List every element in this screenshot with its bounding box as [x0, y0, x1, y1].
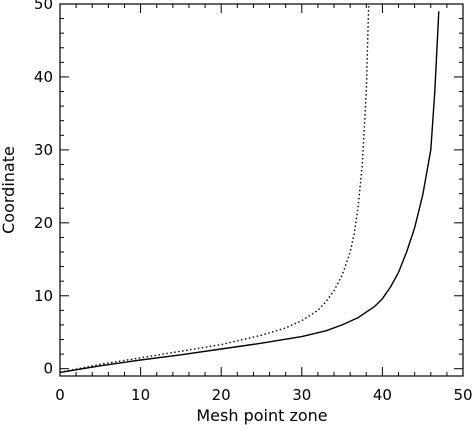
x-tick-label: 40 [373, 386, 392, 404]
axis-tick-labels: 0 10 20 30 40 50 0 10 20 30 40 50 [34, 0, 473, 404]
y-tick-label: 0 [43, 360, 53, 378]
y-tick-label: 40 [34, 68, 53, 86]
y-tick-label: 10 [34, 287, 53, 305]
y-tick-label: 20 [34, 214, 53, 232]
series-lines [59, 3, 440, 374]
x-tick-label: 10 [131, 386, 150, 404]
x-tick-label: 30 [292, 386, 311, 404]
x-tick-label: 50 [453, 386, 472, 404]
y-tick-label: 30 [34, 141, 53, 159]
plot-frame [59, 3, 464, 377]
y-tick-label: 50 [34, 0, 53, 13]
series-dotted-line [59, 3, 370, 374]
x-axis-label: Mesh point zone [196, 406, 327, 425]
y-axis-label: Coordinate [0, 146, 18, 234]
x-tick-label: 0 [55, 386, 65, 404]
series-solid-line [59, 11, 440, 374]
x-tick-label: 20 [212, 386, 231, 404]
axis-ticks [59, 3, 464, 376]
